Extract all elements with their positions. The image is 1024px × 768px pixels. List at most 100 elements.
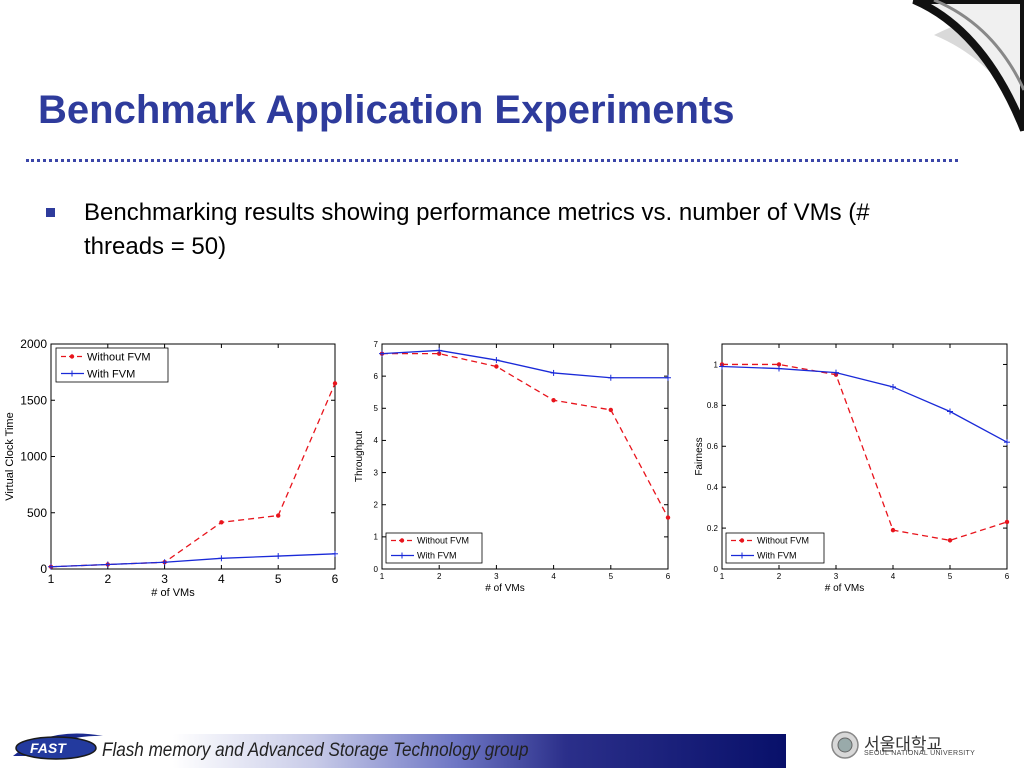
series-line [50,383,336,568]
y-tick-label: 5 [374,404,379,413]
data-point [437,351,442,356]
series-line [381,349,668,379]
data-point [890,383,896,390]
y-tick-label: 0 [714,565,719,574]
y-axis-label: Throughput [354,431,365,482]
x-axis-label: # of VMs [151,587,195,599]
x-tick-label: 4 [891,572,896,581]
x-tick-label: 2 [104,572,111,586]
data-point [890,527,896,533]
x-axis-label: # of VMs [485,583,524,594]
data-point [1004,439,1010,446]
x-tick-label: 3 [494,572,499,581]
legend: Without FVM With FVM [385,532,483,564]
chart-virtual-clock-time: 1 2 3 4 5 6 0 500 1000 1500 2000 # of VMs Virtual Cl… [0,336,345,609]
x-tick-label: 3 [834,572,839,581]
x-tick-label: 5 [275,572,282,586]
data-point [947,408,953,415]
data-point [48,563,54,570]
legend-label: Without FVM [417,536,469,546]
data-point [332,381,338,386]
y-tick-label: 6 [374,372,379,381]
y-tick-label: 1000 [20,450,47,464]
y-tick-label: 0 [374,565,379,574]
data-point [161,559,168,566]
data-point [665,515,671,520]
x-tick-label: 1 [720,572,725,581]
data-point [218,555,225,562]
page-curl-decoration [912,0,1024,132]
data-point [608,407,613,413]
legend-label: With FVM [757,551,797,561]
data-point [104,561,111,568]
university-name-kr: 서울대학교 [864,735,943,754]
data-point [607,374,614,381]
x-tick-label: 5 [609,572,614,581]
x-tick-label: 5 [948,572,953,581]
y-axis-label: Virtual Clock Time [4,412,16,500]
y-tick-label: 4 [374,436,379,445]
legend: Without FVM With FVM [725,532,825,564]
x-tick-label: 1 [48,572,55,586]
x-tick-label: 4 [218,572,225,586]
series-line [382,352,669,518]
y-tick-label: 1 [374,533,379,542]
data-point [665,374,671,381]
x-tick-label: 6 [332,572,339,586]
x-tick-label: 3 [161,572,168,586]
data-point [494,364,499,369]
data-point [276,513,281,518]
legend-label: Without FVM [87,351,151,363]
footer-group-name: Flash memory and Advanced Storage Techno… [102,740,529,761]
data-point [833,369,839,376]
bullet-text: Benchmarking results showing performance… [84,199,870,260]
x-tick-label: 1 [380,572,385,581]
data-point [1004,519,1010,525]
data-point [332,550,338,557]
y-axis-label: Fairness [694,437,705,475]
fast-logo-text: FAST [30,740,67,756]
x-axis-label: # of VMs [825,583,864,594]
y-tick-label: 1500 [20,393,47,407]
data-point [493,357,500,364]
y-tick-label: 0.6 [707,442,719,451]
y-tick-label: 0 [40,562,47,576]
footer-band [0,734,786,768]
legend-label: Without FVM [757,536,809,546]
data-point [719,363,725,370]
x-tick-label: 2 [437,572,442,581]
data-point [436,347,443,354]
university-name-en: SEOUL NATIONAL UNIVERSITY [864,750,976,757]
y-tick-label: 0.4 [707,483,719,492]
data-point [550,369,557,376]
university-emblem-icon [831,731,859,759]
data-point [947,538,953,543]
data-point [379,350,385,357]
y-tick-label: 500 [27,506,47,520]
footer: FAST Flash memory and Advanced Storage T… [0,726,1024,768]
y-tick-label: 2 [374,501,379,510]
y-tick-label: 1 [714,360,719,369]
chart-throughput: 1 2 3 4 5 6 0 1 2 3 4 5 6 7 # of VMs Throughput Without … [352,336,682,609]
x-tick-label: 2 [777,572,782,581]
series-line [721,365,1008,443]
y-tick-label: 7 [374,340,379,349]
y-tick-label: 0.8 [707,401,719,410]
fast-logo-icon: FAST [13,733,103,760]
data-point [275,553,282,560]
y-tick-label: 2000 [20,337,47,351]
chart-fairness: 1 2 3 4 5 6 0 0.2 0.4 0.6 0.8 1 # of VMs Fairness With… [684,336,1024,609]
series-line [50,553,336,568]
data-point [776,365,782,372]
legend-label: With FVM [417,551,457,561]
data-point [219,520,224,525]
data-point [776,362,782,367]
slide-title: Benchmark Application Experiments [38,88,735,132]
x-tick-label: 6 [1005,572,1010,581]
plot-area [381,343,669,570]
legend-label: With FVM [87,368,135,380]
legend: Without FVM With FVM [55,347,169,383]
data-point [551,398,556,403]
y-tick-label: 0.2 [707,524,719,533]
x-tick-label: 6 [666,572,671,581]
